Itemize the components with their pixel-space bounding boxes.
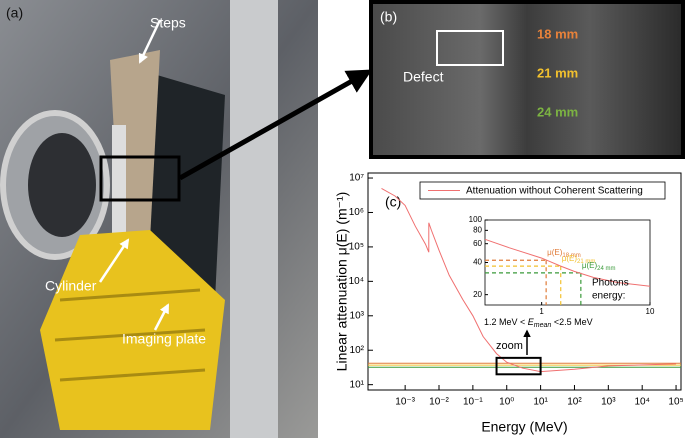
stand-folds (54, 288, 206, 382)
x-tick-label: 10⁻³ (395, 397, 415, 408)
inset-marker-label: μ(E)18 mm (547, 248, 581, 258)
photo-panel: (a) Steps Cylinder Imaging plate (0, 0, 318, 438)
defect-box (436, 30, 504, 66)
cylinder-object (112, 125, 126, 235)
x-tick-label: 10² (567, 397, 582, 408)
panel-label: (b) (380, 9, 397, 25)
range-subscript: mean (534, 322, 552, 329)
legend-box (419, 181, 666, 200)
inset-note: Photons (592, 278, 629, 289)
x-tick-label: 10⁵ (668, 397, 683, 408)
range-high: <2.5 MeV (551, 317, 592, 327)
xray-image (369, 0, 685, 159)
y-tick-label: 10¹ (350, 379, 365, 390)
x-tick-label: 10¹ (533, 397, 548, 408)
zoom-rect-a (99, 155, 181, 202)
thickness-label: 21 mm (537, 65, 578, 80)
annotation: Steps (150, 15, 186, 31)
marker-symbol: μ(E) (547, 248, 563, 257)
inset-y-tick-label: 20 (473, 290, 482, 299)
rail (230, 0, 278, 438)
thickness-label: 24 mm (537, 104, 578, 119)
marker-subscript: 21 mm (577, 259, 595, 265)
x-axis-label: Energy (MeV) (481, 419, 567, 435)
y-axis-label: Linear attenuation μ(E) (m⁻¹) (334, 192, 350, 372)
inset-note: energy: (592, 291, 625, 302)
energy-range: 1.2 MeV < Emean <2.5 MeV (484, 317, 593, 328)
y-tick-label: 10⁵ (349, 242, 364, 253)
panel-label: (a) (6, 5, 23, 21)
inset-x-tick-label: 1 (539, 307, 544, 316)
arrow-plate (153, 303, 170, 331)
zoom-label: zoom (496, 340, 523, 352)
annotation: Defect (403, 69, 444, 85)
porthole-window (28, 133, 96, 237)
marker-subscript: 24 mm (597, 265, 615, 271)
arrow-steps (138, 19, 162, 64)
marker-subscript: 18 mm (562, 253, 580, 259)
arrow-cylinder (98, 238, 130, 283)
x-tick-label: 10⁻² (429, 397, 449, 408)
inset-y-tick-label: 100 (469, 215, 483, 224)
y-tick-label: 10⁷ (349, 173, 364, 184)
inset-line (484, 238, 651, 287)
legend-label: Attenuation without Coherent Scattering (466, 186, 643, 197)
inset-marker-label: μ(E)21 mm (562, 254, 596, 264)
zoom-box (495, 356, 542, 376)
range-low: 1.2 MeV < (484, 317, 528, 327)
inset-marker-label: μ(E)24 mm (582, 261, 616, 271)
annotation: Imaging plate (122, 331, 206, 347)
y-tick-label: 10² (350, 345, 365, 356)
x-tick-label: 10⁴ (634, 397, 649, 408)
marker-symbol: μ(E) (582, 261, 598, 270)
inset-frame (484, 219, 651, 306)
xray-panel: (b) Defect (369, 0, 685, 159)
annotation: Cylinder (45, 278, 97, 294)
thickness-label: 18 mm (537, 26, 578, 41)
x-tick-label: 10³ (601, 397, 616, 408)
inset-x-tick-label: 10 (646, 307, 655, 316)
y-tick-label: 10⁴ (349, 276, 364, 287)
inset-y-tick-label: 40 (473, 258, 482, 267)
series-line (381, 187, 677, 373)
yellow-stand (40, 230, 225, 430)
marker-symbol: μ(E) (562, 254, 578, 263)
y-tick-label: 10⁶ (349, 207, 364, 218)
panel-label: (c) (385, 194, 401, 210)
inset-y-tick-label: 80 (473, 225, 482, 234)
range-symbol: E (528, 317, 535, 327)
x-tick-label: 10⁻¹ (463, 397, 483, 408)
inset-y-tick-label: 60 (473, 239, 482, 248)
x-tick-label: 10⁰ (499, 397, 514, 408)
connector-arrow (178, 69, 373, 181)
y-tick-label: 10³ (350, 310, 365, 321)
